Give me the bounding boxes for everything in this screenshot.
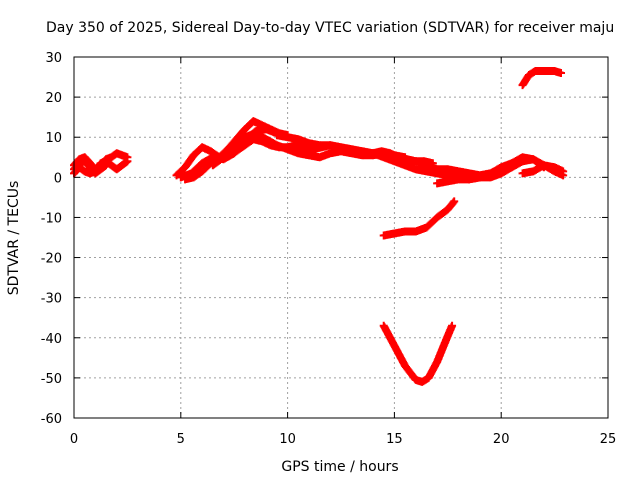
series-trace [119, 151, 131, 161]
x-tick-label: 5 [177, 432, 185, 447]
data-point [123, 157, 132, 166]
data-point [559, 167, 568, 176]
series-trace [425, 359, 441, 381]
series-arc-9 [497, 155, 568, 180]
series-trace [401, 363, 419, 383]
y-axis-label: SDTVAR / TECUs [6, 181, 22, 296]
series-trace [114, 149, 125, 159]
series-trace [423, 214, 441, 231]
x-tick-label: 25 [600, 432, 617, 447]
ticks: 0 5 10 15 20 25 -60 -50 -40 -30 -20 -10 0 10 20 30 [41, 51, 617, 447]
data-marks [70, 67, 568, 386]
x-axis-label: GPS time / hours [281, 459, 398, 475]
series-trace [380, 323, 398, 349]
chart-title: Day 350 of 2025, Sidereal Day-to-day VTE… [46, 20, 614, 36]
grid [74, 57, 608, 418]
plot-frame [73, 56, 609, 419]
y-tick-label: -10 [41, 211, 62, 226]
x-tick-label: 15 [386, 432, 403, 447]
series-trace [188, 160, 206, 177]
x-tick-label: 0 [70, 432, 78, 447]
y-tick-label: 30 [45, 51, 62, 66]
y-tick-label: 0 [54, 171, 62, 186]
y-tick-label: 20 [45, 91, 62, 106]
y-tick-label: -40 [41, 332, 62, 347]
series-arc-10 [518, 161, 568, 178]
series-trace [199, 160, 214, 175]
series-trace [82, 167, 93, 177]
data-point [448, 321, 457, 330]
series-arc-13 [518, 67, 566, 90]
y-tick-label: -50 [41, 372, 62, 387]
series-trace [231, 134, 248, 151]
data-point [102, 161, 111, 170]
series-arc-1c [70, 157, 111, 178]
y-tick-label: 10 [45, 131, 62, 146]
series-trace [433, 333, 452, 365]
series-trace [173, 164, 189, 179]
series-arc-12 [379, 321, 457, 386]
data-point [557, 69, 566, 78]
series-trace [220, 144, 238, 161]
y-tick-label: -20 [41, 252, 62, 267]
data-point [450, 197, 459, 206]
x-tick-label: 10 [279, 432, 296, 447]
series-arc-11 [379, 197, 459, 240]
y-tick-label: -30 [41, 292, 62, 307]
series-trace [391, 343, 409, 369]
y-tick-label: -60 [41, 412, 62, 427]
x-tick-label: 20 [493, 432, 510, 447]
